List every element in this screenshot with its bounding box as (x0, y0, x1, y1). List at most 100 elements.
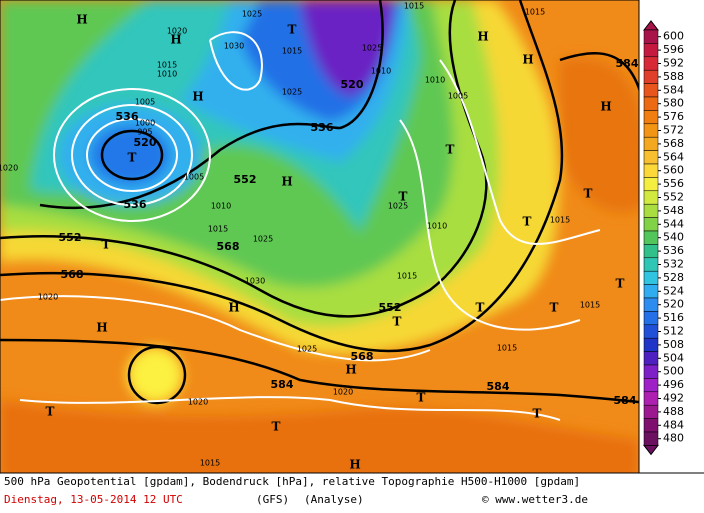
colorbar-label: 600 (663, 30, 684, 43)
high-marker: H (345, 363, 356, 377)
footer-credit: © www.wetter3.de (482, 493, 588, 506)
colorbar-label: 552 (663, 191, 684, 204)
low-marker: T (288, 23, 297, 37)
pressure-label: 1015 (497, 344, 517, 353)
high-marker: H (281, 175, 292, 189)
colorbar-label: 580 (663, 97, 684, 110)
footer-model: (GFS) (256, 493, 289, 506)
contour-label: 536 (124, 198, 147, 211)
isobar (439, 59, 601, 245)
pressure-label: 1015 (550, 216, 570, 225)
contour-label: 536 (116, 110, 139, 123)
footer-run: (Analyse) (304, 493, 364, 506)
colorbar-label: 480 (663, 432, 684, 445)
colorbar-label: 588 (663, 70, 684, 83)
colorbar-swatch (643, 203, 659, 218)
pressure-label: 1015 (157, 61, 177, 70)
low-marker: T (533, 407, 542, 421)
isobar (86, 118, 178, 192)
colorbar-swatch (643, 123, 659, 138)
colorbar-swatch (643, 431, 659, 446)
colorbar-label: 524 (663, 284, 684, 297)
colorbar-swatch (643, 136, 659, 151)
pressure-label: 1000 (135, 119, 155, 128)
colorbar-swatch (643, 56, 659, 71)
colorbar-swatch (643, 190, 659, 205)
colorbar-label: 484 (663, 418, 684, 431)
low-marker: T (102, 238, 111, 252)
pressure-label: 1015 (282, 47, 302, 56)
colorbar-swatch (643, 96, 659, 111)
low-marker: T (584, 187, 593, 201)
contour-568 (0, 0, 564, 353)
isobar (0, 295, 431, 362)
contour-label: 568 (217, 240, 240, 253)
colorbar-swatch (643, 230, 659, 245)
colorbar-swatch (643, 311, 659, 326)
contour-label: 584 (271, 378, 294, 391)
pressure-label: 1020 (0, 164, 18, 173)
contour-label: 584 (616, 57, 639, 70)
colorbar-label: 568 (663, 137, 684, 150)
pressure-label: 1015 (200, 459, 220, 468)
low-marker: T (476, 301, 485, 315)
pressure-label: 1005 (184, 173, 204, 182)
footer-line1: 500 hPa Geopotential [gpdam], Bodendruck… (4, 475, 580, 488)
pressure-label: 1005 (135, 98, 155, 107)
high-marker: H (170, 33, 181, 47)
colorbar-label: 556 (663, 177, 684, 190)
colorbar-label: 548 (663, 204, 684, 217)
pressure-label: 1015 (404, 2, 424, 11)
colorbar-swatch (643, 83, 659, 98)
high-marker: H (600, 100, 611, 114)
colorbar-swatch (643, 163, 659, 178)
pressure-label: 1025 (253, 235, 273, 244)
pressure-label: 1025 (297, 345, 317, 354)
isobar (53, 88, 211, 222)
footer-date: Dienstag, 13-05-2014 12 UTC (4, 493, 183, 506)
colorbar-label: 544 (663, 217, 684, 230)
contour-label: 520 (134, 136, 157, 149)
pressure-label: 1015 (525, 8, 545, 17)
pressure-label: 1010 (371, 67, 391, 76)
colorbar-label: 500 (663, 365, 684, 378)
colorbar-label: 532 (663, 258, 684, 271)
low-marker: T (446, 143, 455, 157)
colorbar-label: 496 (663, 378, 684, 391)
pressure-label: 1010 (425, 76, 445, 85)
colorbar-swatch (643, 43, 659, 58)
pressure-label: 1030 (245, 277, 265, 286)
colorbar-label: 564 (663, 150, 684, 163)
colorbar-swatch (643, 177, 659, 192)
low-marker: T (128, 151, 137, 165)
colorbar-swatch (643, 244, 659, 259)
high-marker: H (522, 53, 533, 67)
colorbar-swatch (643, 257, 659, 272)
pressure-label: 1010 (427, 222, 447, 231)
pressure-label: 1015 (208, 225, 228, 234)
contour-east (559, 52, 639, 93)
colorbar-label: 572 (663, 124, 684, 137)
contour-high (127, 345, 187, 405)
contour-label: 584 (487, 380, 510, 393)
colorbar-swatch (643, 364, 659, 379)
colorbar-label: 596 (663, 43, 684, 56)
colorbar-swatch (643, 29, 659, 44)
high-marker: H (228, 301, 239, 315)
contour-label: 536 (311, 121, 334, 134)
colorbar-swatch (643, 69, 659, 84)
pressure-label: 1020 (38, 293, 58, 302)
colorbar-swatch (643, 150, 659, 165)
colorbar-swatch (643, 404, 659, 419)
pressure-label: 1005 (448, 92, 468, 101)
colorbar-swatch (643, 351, 659, 366)
colorbar-label: 584 (663, 83, 684, 96)
pressure-label: 995 (137, 128, 152, 137)
contour-label: 584 (614, 394, 637, 407)
colorbar-swatch (643, 391, 659, 406)
isobar (209, 31, 263, 91)
low-marker: T (399, 190, 408, 204)
field-purple (300, 0, 395, 96)
